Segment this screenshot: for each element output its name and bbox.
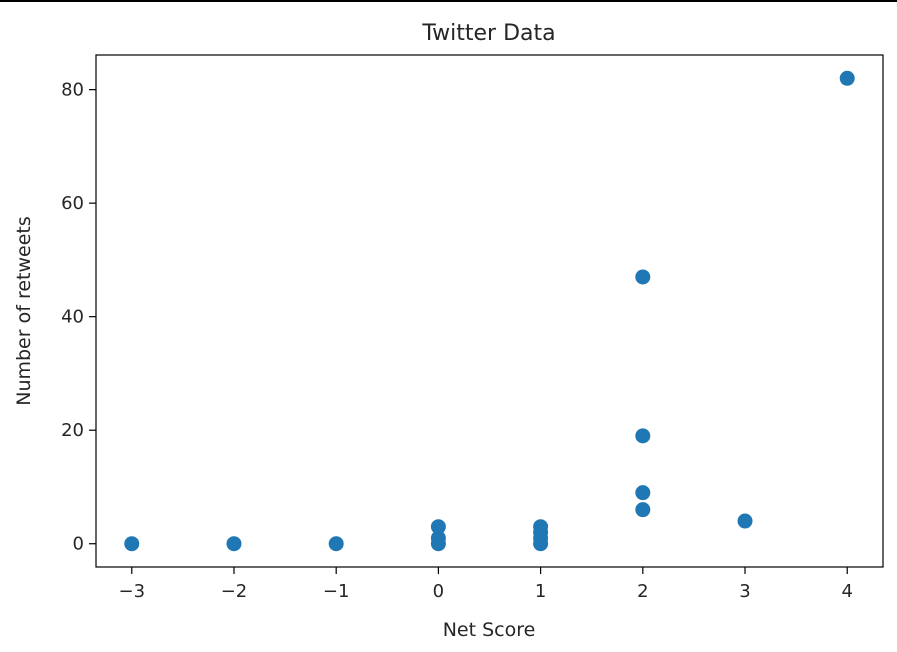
x-tick-label: 1: [535, 581, 546, 602]
x-tick-label: −3: [118, 581, 145, 602]
x-tick-label: 4: [842, 581, 853, 602]
data-point: [839, 70, 855, 86]
data-point: [737, 513, 753, 529]
x-tick-label: 3: [739, 581, 750, 602]
data-point: [635, 269, 651, 285]
x-tick-label: 0: [433, 581, 444, 602]
data-point: [226, 536, 242, 552]
y-tick-label: 60: [61, 193, 84, 214]
data-point: [124, 536, 140, 552]
data-point: [328, 536, 344, 552]
chart-title: Twitter Data: [421, 21, 555, 46]
x-tick-label: −1: [323, 581, 350, 602]
x-axis-label: Net Score: [443, 619, 536, 641]
data-point: [430, 519, 446, 535]
x-tick-label: −2: [221, 581, 248, 602]
data-point: [430, 530, 446, 546]
y-tick-label: 20: [61, 420, 84, 441]
y-tick-label: 40: [61, 307, 84, 328]
x-tick-label: 2: [637, 581, 648, 602]
data-points: [124, 70, 855, 552]
y-tick-label: 80: [61, 80, 84, 101]
data-point: [635, 502, 651, 518]
y-tick-label: 0: [73, 534, 84, 555]
plot-frame: [95, 54, 884, 568]
data-point: [635, 485, 651, 501]
y-axis-label: Number of retweets: [13, 216, 35, 406]
data-point: [635, 428, 651, 444]
data-point: [533, 519, 549, 535]
